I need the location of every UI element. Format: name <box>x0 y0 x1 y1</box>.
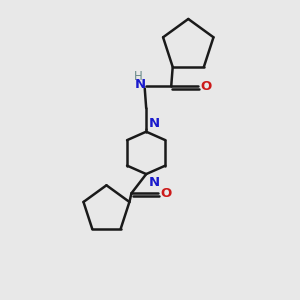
Text: H: H <box>134 70 143 83</box>
Text: O: O <box>200 80 211 93</box>
Text: N: N <box>148 117 160 130</box>
Text: O: O <box>160 187 172 200</box>
Text: N: N <box>148 176 160 189</box>
Text: N: N <box>134 78 146 91</box>
